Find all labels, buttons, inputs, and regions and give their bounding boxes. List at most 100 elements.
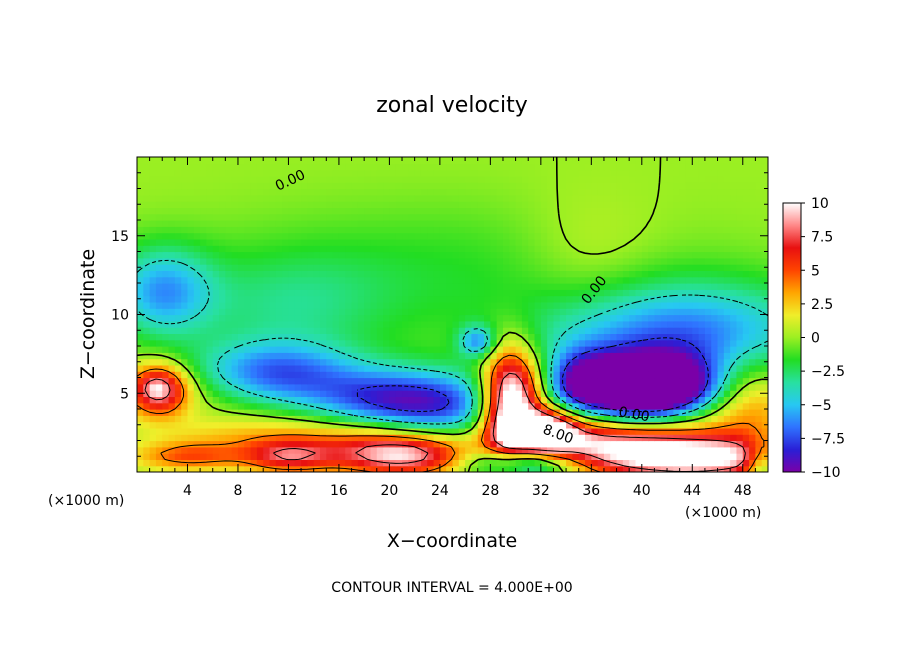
field-cell: [566, 415, 573, 423]
field-cell: [692, 358, 700, 366]
field-cell: [502, 421, 510, 429]
field-cell: [597, 465, 605, 472]
field-cell: [547, 352, 555, 360]
field-cell: [263, 257, 271, 265]
field-cell: [547, 377, 555, 385]
field-cell: [484, 226, 491, 234]
field-cell: [212, 327, 220, 334]
field-cell: [616, 194, 624, 202]
field-cell: [389, 434, 397, 442]
field-cell: [137, 427, 144, 435]
field-cell: [692, 220, 700, 227]
field-cell: [395, 327, 403, 334]
field-cell: [736, 415, 744, 423]
field-cell: [534, 220, 542, 227]
field-cell: [383, 383, 390, 391]
field-cell: [137, 301, 144, 309]
field-cell: [275, 421, 283, 429]
field-cell: [585, 201, 592, 208]
field-cell: [749, 383, 756, 391]
field-cell: [345, 276, 353, 284]
field-cell: [376, 276, 384, 284]
field-cell: [219, 201, 226, 208]
field-cell: [515, 157, 523, 164]
field-cell: [616, 257, 624, 265]
field-cell: [225, 169, 233, 177]
field-cell: [641, 301, 649, 309]
field-cell: [307, 352, 315, 360]
field-cell: [370, 377, 378, 385]
field-cell: [622, 232, 630, 240]
field-cell: [736, 465, 744, 472]
field-cell: [225, 346, 233, 353]
field-cell: [540, 232, 548, 240]
field-cell: [364, 465, 372, 472]
field-cell: [433, 314, 441, 322]
field-cell: [496, 409, 504, 416]
field-cell: [610, 339, 618, 347]
field-cell: [219, 377, 226, 385]
field-cell: [288, 175, 296, 183]
field-cell: [162, 402, 170, 410]
field-cell: [219, 289, 226, 297]
field-cell: [597, 415, 605, 423]
field-cell: [471, 396, 479, 404]
field-cell: [484, 371, 491, 379]
field-cell: [490, 440, 498, 448]
field-cell: [755, 245, 763, 253]
field-cell: [490, 415, 498, 423]
field-cell: [439, 308, 447, 316]
field-cell: [307, 453, 315, 460]
field-cell: [395, 188, 403, 196]
field-cell: [528, 308, 536, 316]
field-cell: [610, 333, 618, 341]
field-cell: [540, 213, 548, 221]
field-cell: [667, 446, 674, 454]
field-cell: [231, 245, 239, 253]
field-cell: [143, 446, 151, 454]
field-cell: [420, 314, 428, 322]
field-cell: [471, 371, 479, 379]
field-cell: [673, 327, 681, 334]
field-cell: [326, 434, 334, 442]
field-cell: [307, 276, 315, 284]
field-cell: [635, 169, 643, 177]
field-cell: [755, 207, 763, 215]
field-cell: [338, 358, 346, 366]
field-cell: [351, 314, 359, 322]
field-cell: [307, 194, 315, 202]
field-cell: [319, 390, 327, 397]
field-cell: [534, 346, 542, 353]
field-cell: [376, 264, 384, 271]
field-cell: [263, 364, 271, 372]
field-cell: [402, 377, 409, 385]
field-cell: [704, 194, 712, 202]
field-cell: [174, 295, 182, 303]
field-cell: [181, 314, 189, 322]
field-cell: [263, 415, 271, 423]
field-cell: [654, 371, 662, 379]
field-cell: [364, 446, 372, 454]
field-cell: [597, 289, 605, 297]
field-cell: [591, 352, 599, 360]
field-cell: [673, 276, 681, 284]
field-cell: [193, 238, 201, 246]
field-cell: [698, 238, 706, 246]
field-cell: [332, 201, 340, 208]
field-cell: [679, 427, 687, 435]
field-cell: [736, 226, 744, 234]
field-cell: [692, 402, 700, 410]
field-cell: [673, 251, 681, 259]
field-cell: [742, 409, 750, 416]
field-cell: [414, 308, 422, 316]
field-cell: [578, 390, 586, 397]
field-cell: [654, 283, 662, 290]
field-cell: [603, 270, 611, 278]
field-cell: [282, 201, 290, 208]
field-cell: [351, 459, 359, 467]
field-cell: [231, 257, 239, 265]
field-cell: [231, 175, 239, 183]
field-cell: [250, 169, 258, 177]
field-cell: [616, 459, 624, 467]
field-cell: [383, 169, 390, 177]
